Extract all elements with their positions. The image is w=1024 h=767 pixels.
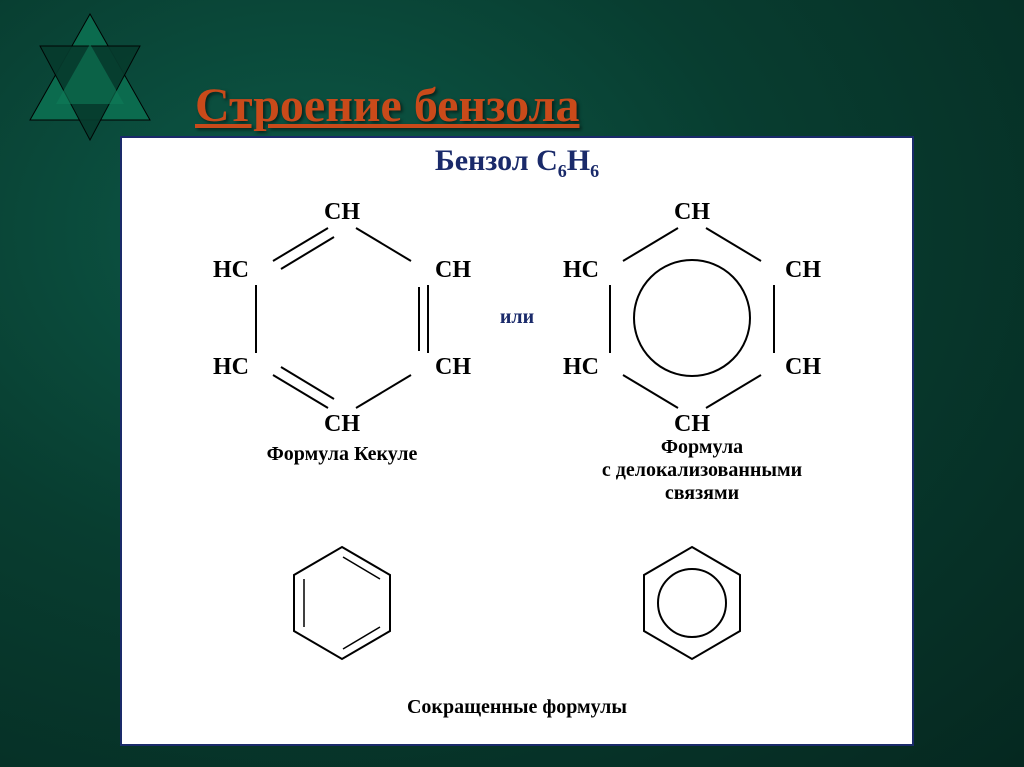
atom-bottom: CH <box>324 411 360 437</box>
panel-heading: Бензол C6H6 <box>122 144 912 182</box>
atom-top: CH <box>674 199 710 225</box>
kekule-structure: CH CH CH CH HC HC <box>187 193 497 438</box>
slide: Строение бензола Бензол C6H6 или CH CH C… <box>0 0 1024 767</box>
right-caption-l3: связями <box>665 482 739 504</box>
right-caption-l1: Формула <box>661 436 743 458</box>
decor-triangles <box>20 8 160 148</box>
atom-tr: CH <box>785 257 821 283</box>
atom-tr: CH <box>435 257 471 283</box>
slide-title: Строение бензола <box>195 78 579 133</box>
content-panel: Бензол C6H6 или CH CH CH CH HC HC <box>120 136 914 746</box>
atom-top: CH <box>324 199 360 225</box>
atom-br: CH <box>785 354 821 380</box>
atom-tl: HC <box>563 257 599 283</box>
heading-text: Бензол C6H6 <box>435 144 599 177</box>
right-caption-l2: с делокализованными <box>602 459 802 481</box>
delocalized-skeletal <box>607 518 777 688</box>
delocalized-structure: CH CH CH CH HC HC <box>537 193 847 438</box>
bottom-caption: Сокращенные формулы <box>122 696 912 719</box>
atom-br: CH <box>435 354 471 380</box>
atom-tl: HC <box>213 257 249 283</box>
atom-bl: HC <box>563 354 599 380</box>
atom-bl: HC <box>213 354 249 380</box>
right-caption: Формула с делокализованными связями <box>527 436 877 505</box>
kekule-skeletal <box>257 518 427 688</box>
left-caption: Формула Кекуле <box>187 443 497 466</box>
atom-bottom: CH <box>674 411 710 437</box>
